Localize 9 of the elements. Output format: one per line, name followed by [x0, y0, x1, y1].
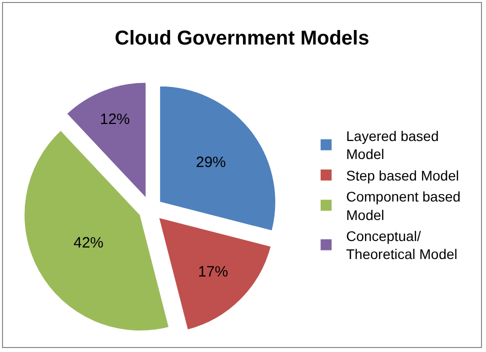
- legend-label: Conceptual/Theoretical Model: [346, 228, 458, 262]
- legend-label: Step based Model: [346, 167, 459, 184]
- legend-label: Layered based Model: [346, 128, 439, 162]
- data-label: 42%: [73, 234, 104, 252]
- data-label: 29%: [196, 154, 226, 171]
- data-label: 12%: [100, 110, 130, 128]
- legend-label: Component based Model: [346, 188, 461, 223]
- data-label: 17%: [198, 263, 228, 280]
- chart-title: Cloud Government Models: [114, 27, 370, 50]
